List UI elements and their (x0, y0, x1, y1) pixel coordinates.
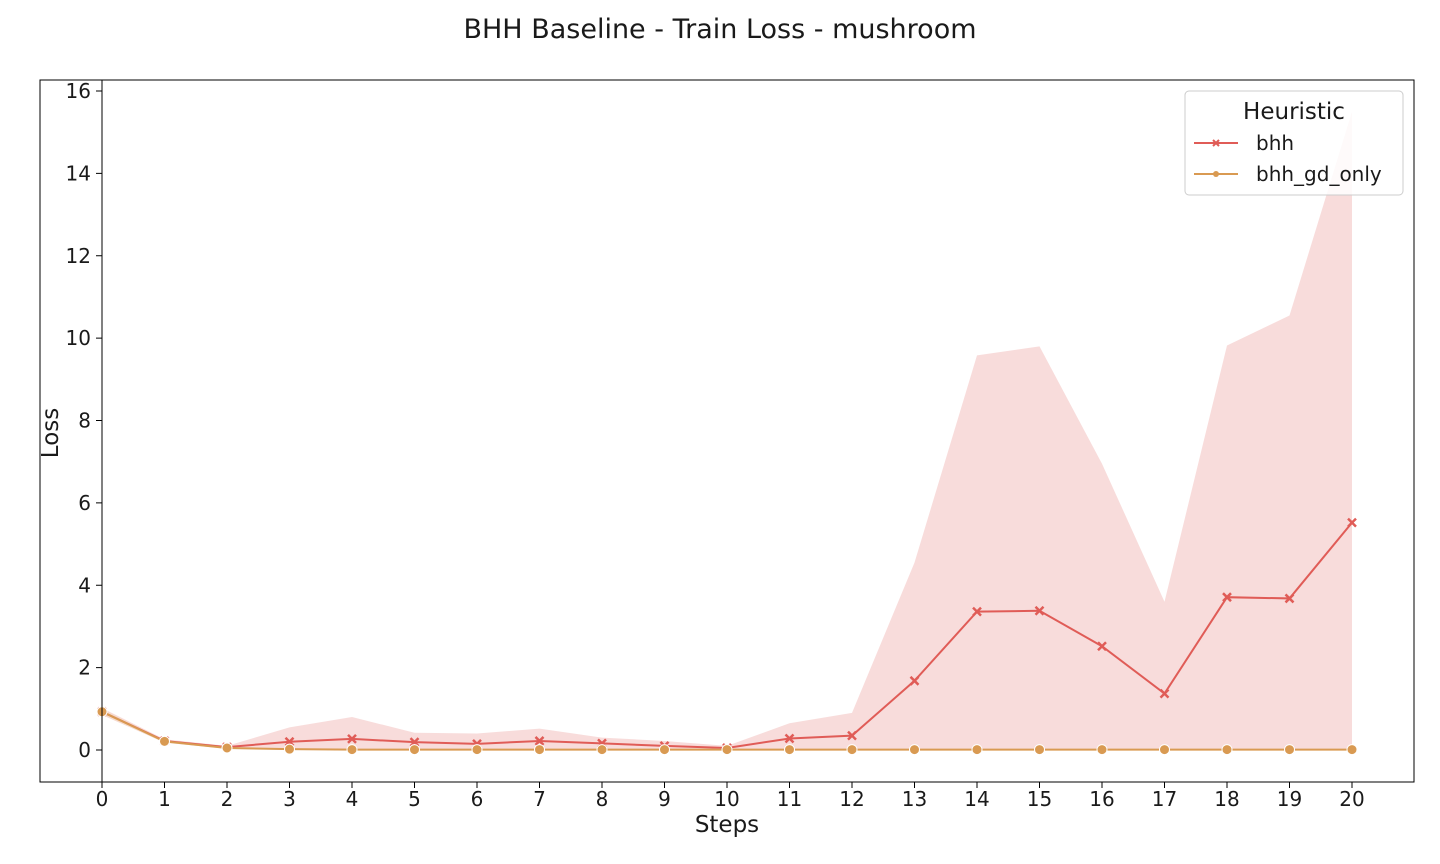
point-bhh (1034, 605, 1045, 616)
point-bhh (1347, 517, 1357, 528)
x-tick-label: 6 (471, 787, 484, 811)
point-bhh_gd_only (1159, 744, 1170, 756)
legend-entry-bhh: bhh (1194, 131, 1294, 155)
x-tick-label: 1 (158, 787, 171, 811)
x-tick-label: 12 (839, 787, 864, 811)
y-tick-label: 12 (66, 244, 91, 268)
point-bhh_gd_only (1096, 744, 1108, 756)
legend-entry-bhh_gd_only: bhh_gd_only (1194, 162, 1382, 186)
x-tick-label: 13 (902, 787, 927, 811)
y-tick-label: 4 (78, 573, 91, 597)
point-bhh (784, 733, 795, 744)
point-bhh_gd_only (471, 744, 483, 756)
chart-title: BHH Baseline - Train Loss - mushroom (463, 14, 976, 45)
x-tick-label: 2 (221, 787, 234, 811)
point-bhh (1097, 641, 1107, 652)
point-bhh (909, 675, 920, 686)
x-tick-label: 4 (346, 787, 359, 811)
x-tick-label: 15 (1027, 787, 1052, 811)
legend-label: bhh_gd_only (1256, 162, 1382, 186)
point-bhh (347, 733, 357, 744)
x-axis-label: Steps (695, 812, 759, 838)
x-tick-label: 16 (1089, 787, 1114, 811)
y-tick-label: 0 (78, 738, 91, 762)
legend-box (1184, 90, 1404, 196)
legend-label: bhh (1256, 131, 1294, 155)
x-tick-label: 18 (1214, 787, 1239, 811)
point-bhh_gd_only (596, 744, 608, 756)
point-bhh_gd_only (1284, 744, 1295, 756)
point-bhh_gd_only (1221, 744, 1233, 756)
y-axis: 0 2 4 6 8 10 12 14 16 (66, 79, 103, 782)
y-tick-label: 14 (66, 161, 91, 185)
point-bhh (534, 736, 545, 746)
point-bhh_gd_only (346, 744, 358, 756)
point-bhh (1222, 592, 1232, 603)
x-tick-label: 11 (777, 787, 802, 811)
point-bhh (1284, 593, 1295, 604)
y-tick-label: 6 (78, 491, 91, 515)
point-bhh_gd_only (534, 744, 545, 756)
x-tick-label: 9 (658, 787, 671, 811)
point-bhh_gd_only (1346, 744, 1358, 756)
x-tick-label: 8 (596, 787, 609, 811)
point-bhh (1159, 688, 1170, 699)
point-bhh_gd_only (846, 744, 858, 756)
x-tick-label: 0 (96, 787, 109, 811)
band-bhh (102, 111, 1352, 750)
y-axis-label: Loss (38, 408, 64, 458)
x-tick-label: 19 (1277, 787, 1302, 811)
x-tick-label: 20 (1339, 787, 1364, 811)
x-tick-label: 17 (1152, 787, 1177, 811)
x-tick-label: 10 (714, 787, 739, 811)
x-axis: 0 1 2 3 4 5 6 7 8 9 10 11 12 13 14 15 16 17 18 19 20 (96, 782, 1365, 811)
legend-entries: bhh bhh_gd_only (1194, 131, 1382, 186)
x-tick-label: 14 (964, 787, 989, 811)
point-bhh_gd_only (284, 743, 295, 755)
y-tick-label: 10 (66, 326, 91, 350)
y-tick-label: 8 (78, 409, 91, 433)
point-bhh_gd_only (971, 744, 983, 756)
point-bhh_gd_only (221, 742, 233, 754)
point-bhh_gd_only (1034, 744, 1045, 756)
confidence-bands (102, 111, 1352, 750)
point-bhh_gd_only (159, 735, 170, 747)
x-tick-label: 7 (533, 787, 546, 811)
point-bhh_gd_only (659, 744, 670, 756)
y-tick-label: 2 (78, 656, 91, 680)
legend-title: Heuristic (1243, 99, 1345, 125)
x-tick-label: 3 (283, 787, 296, 811)
legend: Heuristic bhh bhh_gd_only (1184, 90, 1404, 196)
point-bhh_gd_only (784, 744, 795, 756)
point-bhh_gd_only (409, 744, 420, 756)
point-bhh_gd_only (721, 744, 733, 756)
point-bhh (847, 730, 857, 741)
x-tick-label: 5 (408, 787, 421, 811)
point-bhh_gd_only (909, 744, 920, 756)
y-tick-label: 16 (66, 79, 91, 103)
point-bhh (972, 606, 982, 617)
